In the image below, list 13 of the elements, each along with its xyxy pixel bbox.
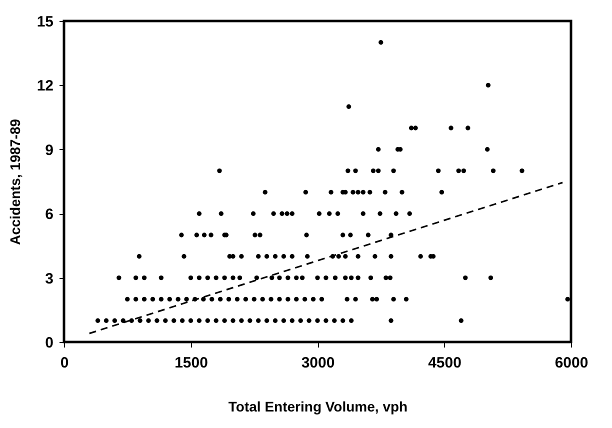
x-tick-label: 0 <box>60 354 69 372</box>
y-axis-title: Accidents, 1987-89 <box>6 118 23 246</box>
x-tick-label: 1500 <box>174 354 208 372</box>
y-tick-label: 3 <box>45 270 54 288</box>
x-tick-label: 4500 <box>428 354 462 372</box>
y-tick-label: 6 <box>45 206 54 224</box>
x-tick-label: 6000 <box>554 354 588 372</box>
y-tick-label: 12 <box>36 78 54 95</box>
x-tick-label: 3000 <box>301 354 335 372</box>
y-tick-label: 9 <box>45 142 54 159</box>
y-tick-label: 0 <box>45 334 54 352</box>
y-tick-label: 15 <box>36 14 54 30</box>
x-axis-title: Total Entering Volume, vph <box>228 398 408 414</box>
